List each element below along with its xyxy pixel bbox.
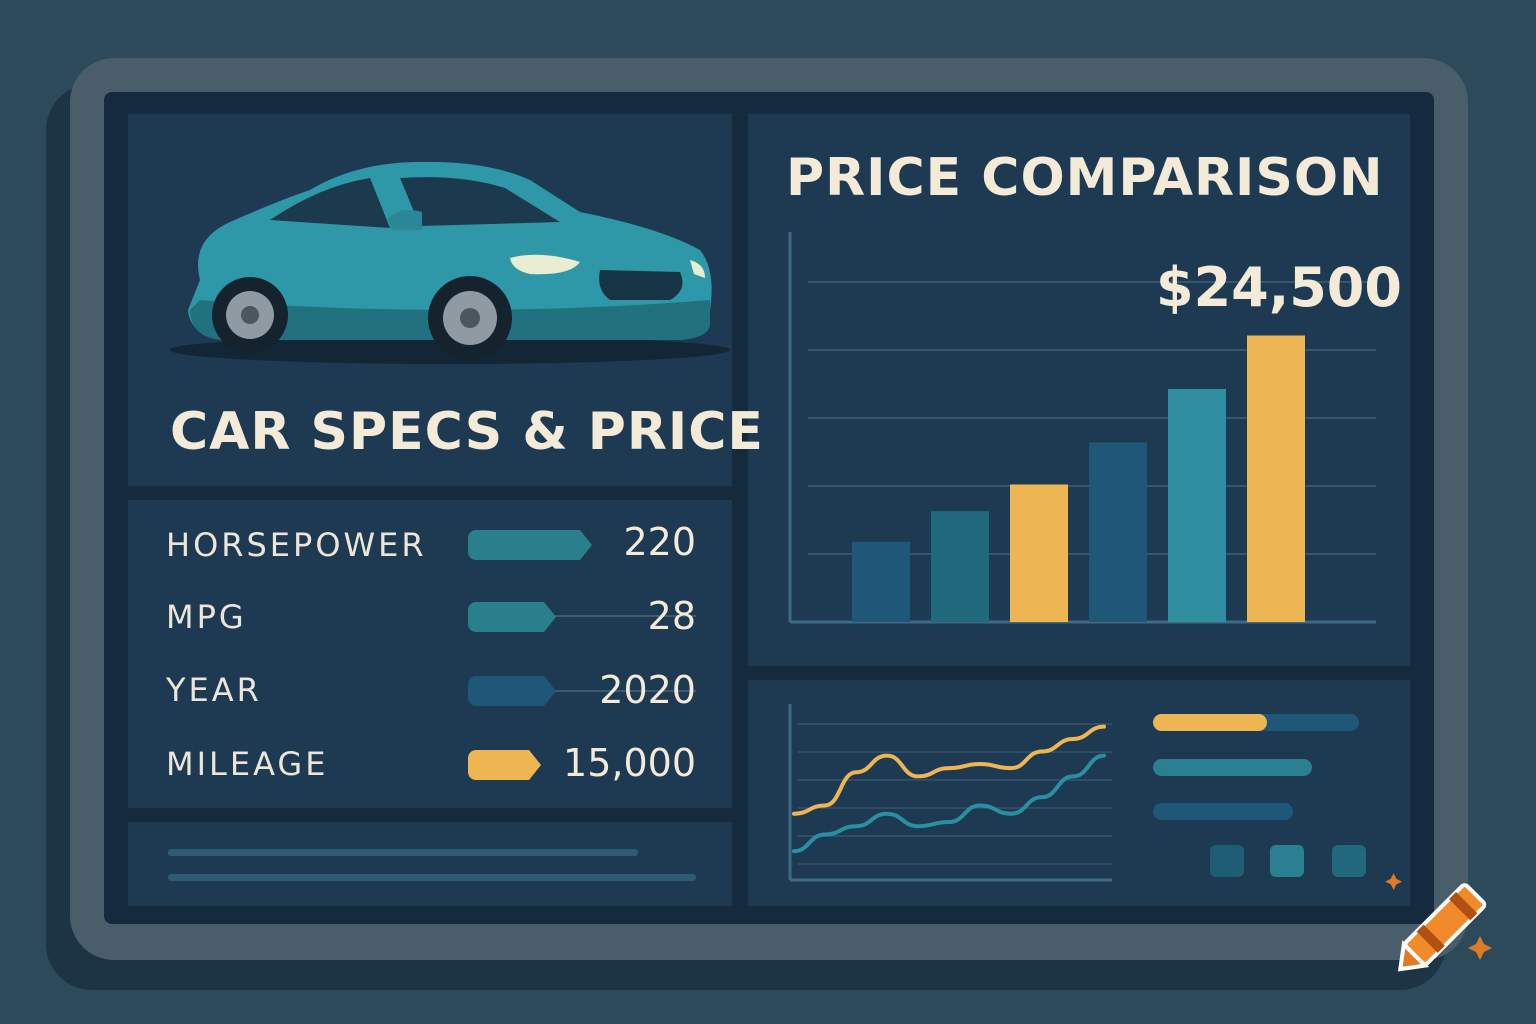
spec-divider <box>468 690 696 692</box>
spec-value-horsepower: 220 <box>623 520 696 564</box>
footer-line <box>168 849 638 856</box>
spec-value-year: 2020 <box>599 668 696 712</box>
price-bar <box>1168 388 1226 622</box>
price-bar <box>1089 442 1147 622</box>
price-bar <box>931 511 989 622</box>
price-bar <box>1010 484 1068 622</box>
spec-bar-mpg <box>468 602 556 632</box>
car-panel-title: CAR SPECS & PRICE <box>170 402 764 462</box>
spec-divider <box>468 615 696 617</box>
spec-bar-year <box>468 676 556 706</box>
spec-bar-mileage <box>468 750 541 780</box>
spec-bar-horsepower <box>468 530 592 560</box>
footer-line <box>168 874 696 881</box>
price-comparison-title: PRICE COMPARISON <box>786 148 1384 208</box>
spec-value-mpg: 28 <box>647 594 696 638</box>
price-callout: $24,500 <box>1156 256 1402 319</box>
spec-label-mileage: MILEAGE <box>166 745 329 783</box>
price-trend-chart <box>788 704 1112 882</box>
spec-label-year: YEAR <box>166 671 262 709</box>
legend-bar <box>1153 803 1293 820</box>
spec-value-mileage: 15,000 <box>563 741 696 785</box>
legend-bar-fill <box>1153 714 1267 731</box>
trend-line-0 <box>792 724 1106 816</box>
price-bar <box>1247 335 1305 622</box>
sedan-car-icon <box>170 161 730 364</box>
spec-label-horsepower: HORSEPOWER <box>166 526 427 564</box>
legend-bar <box>1153 759 1312 776</box>
crayon-logo-icon <box>1385 873 1492 972</box>
trend-line-1 <box>792 753 1106 854</box>
footer-panel <box>128 822 732 906</box>
specs-panel <box>128 500 732 808</box>
legend-square <box>1210 845 1244 877</box>
legend-square <box>1332 845 1366 877</box>
legend-square <box>1270 845 1304 877</box>
spec-label-mpg: MPG <box>166 598 247 636</box>
price-bar <box>852 541 910 622</box>
price-bar-chart <box>788 232 1376 624</box>
